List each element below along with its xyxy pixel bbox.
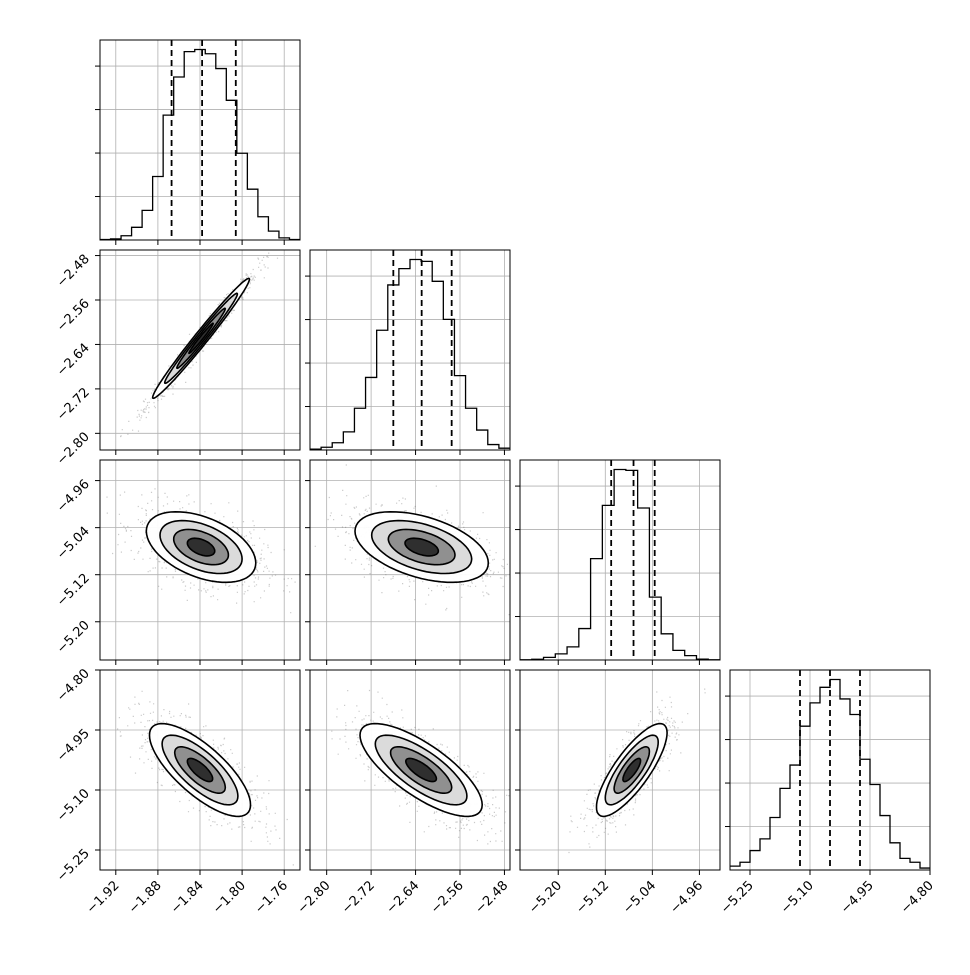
contour-line (145, 510, 257, 584)
x-tick-label: −1.92 (84, 878, 123, 917)
y-tick-label: −5.20 (54, 618, 93, 657)
y-tick-label: −2.56 (54, 296, 93, 335)
scatter-frame (309, 669, 511, 871)
scatter-panel-3-1 (305, 669, 511, 875)
scatter-panel-3-0 (95, 669, 301, 875)
contour-line (354, 510, 490, 584)
density-fill (405, 758, 437, 782)
y-tick-label: −5.12 (54, 571, 93, 610)
contour-line (172, 528, 230, 566)
scatter-inner (100, 250, 300, 450)
x-tick-label: −5.10 (778, 878, 817, 917)
hist-step-2 (520, 468, 720, 661)
hist-step-0 (100, 48, 300, 241)
scatter-panel-2-0 (95, 459, 301, 665)
contour-line (359, 722, 484, 818)
density-fill (188, 323, 214, 354)
y-tick-label: −5.10 (54, 786, 93, 825)
y-tick-label: −2.80 (54, 430, 93, 469)
contour-line (404, 757, 438, 783)
x-tick-label: −2.80 (295, 878, 334, 917)
contour-line (151, 277, 251, 400)
x-tick-label: −4.96 (667, 878, 706, 917)
x-tick-label: −1.84 (168, 878, 207, 917)
scatter-frame (309, 459, 511, 661)
hist-frame-1 (309, 249, 511, 451)
hist-frame-3 (729, 669, 931, 871)
hist-panel-3 (725, 669, 931, 875)
x-tick-label: −4.95 (838, 878, 877, 917)
scatter-panel-3-2 (515, 669, 721, 875)
x-tick-label: −2.48 (472, 878, 511, 917)
contour-line (148, 722, 252, 818)
scatter-inner (100, 460, 300, 660)
x-tick-label: −2.56 (428, 878, 467, 917)
x-tick-label: −1.80 (210, 878, 249, 917)
hist-panel-1 (305, 249, 511, 455)
x-tick-label: −5.12 (573, 878, 612, 917)
contour-line (604, 734, 660, 806)
contour-line (370, 519, 473, 575)
contour-line (613, 746, 651, 794)
x-tick-label: −2.72 (339, 878, 378, 917)
density-fill (187, 758, 213, 782)
contour-line (159, 519, 243, 575)
contour-line (186, 537, 216, 557)
contour-line (161, 734, 239, 806)
contour-line (389, 746, 453, 794)
scatter-panel-1-0 (95, 249, 301, 455)
contour-line (374, 734, 468, 806)
contour-line (404, 537, 440, 557)
hist-panel-0 (95, 39, 301, 245)
x-tick-label: −5.04 (620, 878, 659, 917)
density-fill (622, 758, 641, 782)
hist-step-1 (310, 258, 510, 450)
scatter-points (117, 690, 294, 866)
contour-line (175, 307, 227, 370)
x-tick-label: −2.64 (384, 878, 423, 917)
x-tick-label: −1.76 (252, 878, 291, 917)
y-tick-label: −2.72 (54, 385, 93, 424)
contour-line (173, 746, 227, 794)
contour-line (188, 322, 215, 355)
scatter-points (331, 689, 510, 845)
scatter-inner (100, 670, 300, 870)
y-tick-label: −5.04 (54, 524, 93, 563)
x-tick-label: −5.25 (718, 878, 757, 917)
contour-line (186, 757, 214, 783)
scatter-panel-2-1 (305, 459, 511, 665)
contour-line (163, 292, 239, 385)
x-tick-label: −1.88 (126, 878, 165, 917)
scatter-inner (310, 670, 510, 870)
scatter-inner (310, 460, 510, 660)
y-tick-label: −4.80 (54, 666, 93, 705)
scatter-inner (520, 670, 720, 870)
x-tick-label: −4.80 (898, 878, 937, 917)
hist-frame-2 (519, 459, 721, 661)
y-tick-label: −5.25 (54, 846, 93, 885)
scatter-frame (519, 669, 721, 871)
contour-line (387, 528, 456, 566)
hist-panel-2 (515, 459, 721, 665)
y-tick-label: −4.96 (54, 477, 93, 516)
y-tick-label: −2.48 (54, 252, 93, 291)
contour-line (595, 722, 668, 818)
x-tick-label: −5.20 (526, 878, 565, 917)
y-tick-label: −4.95 (54, 726, 93, 765)
contour-line (622, 757, 642, 783)
y-tick-label: −2.64 (54, 341, 93, 380)
